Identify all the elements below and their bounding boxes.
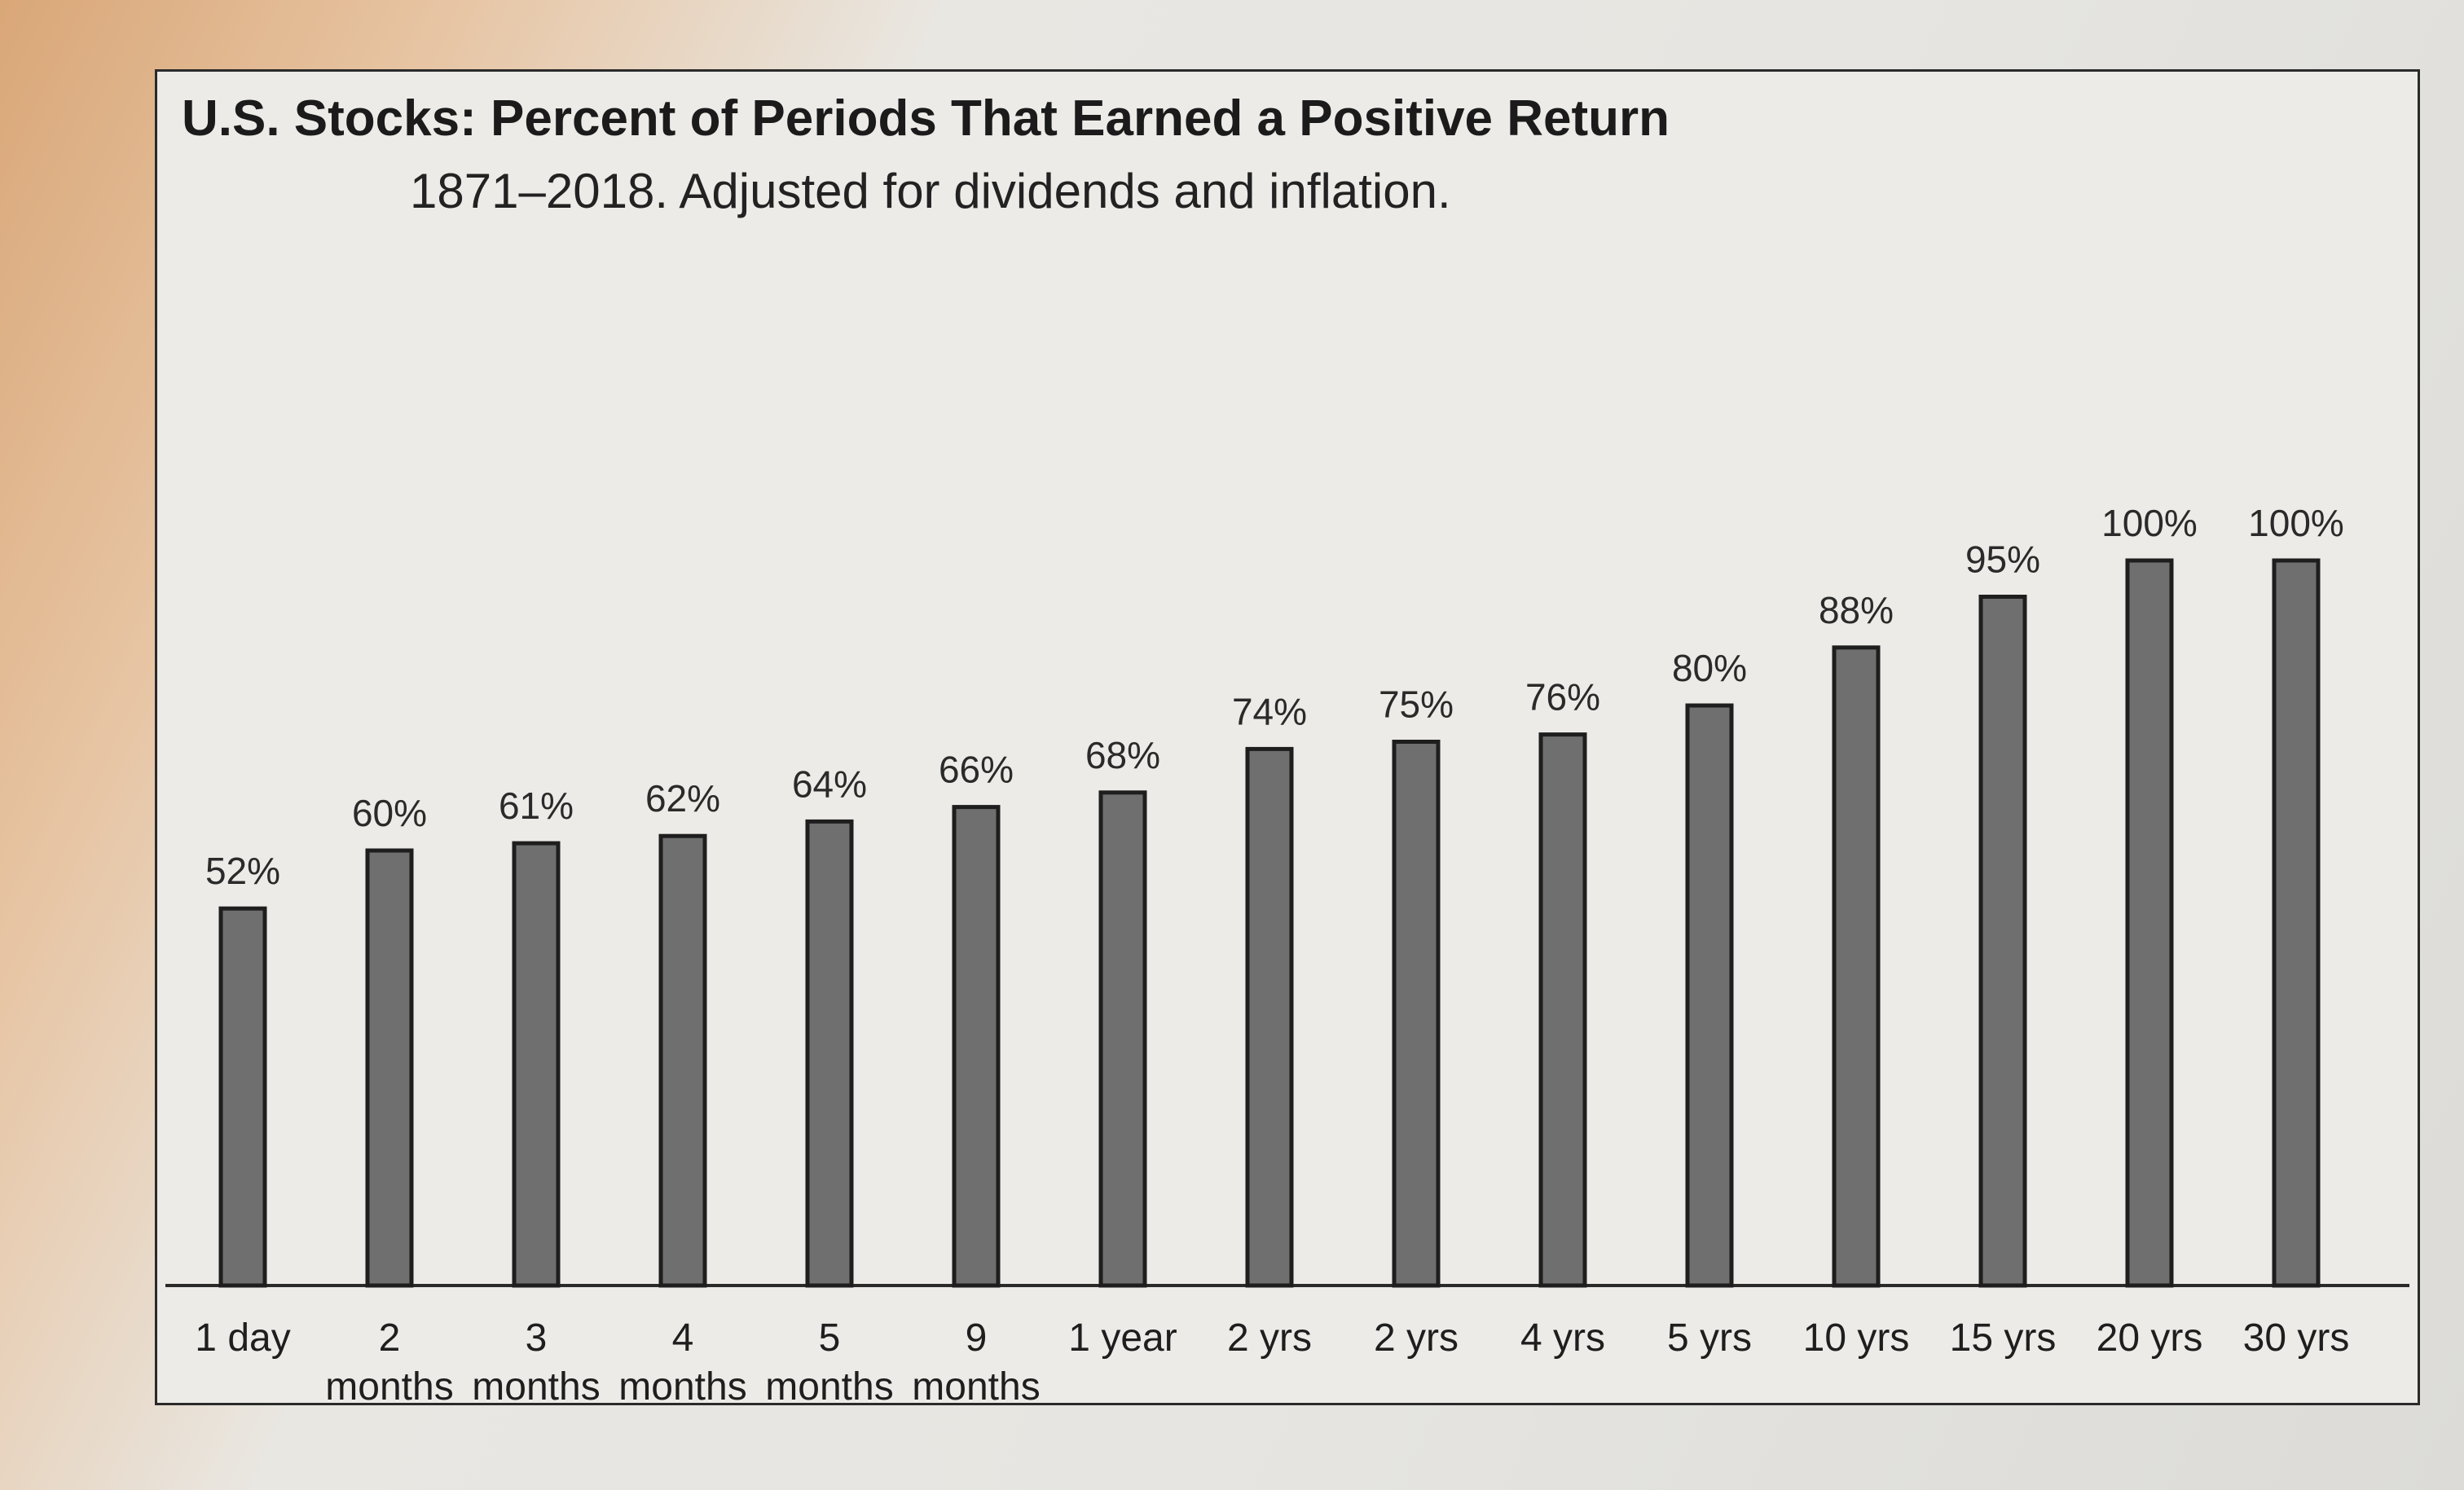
data-label-13: 100% [2101, 502, 2198, 544]
data-label-2: 61% [499, 785, 574, 827]
tick-label-2-line2: months [472, 1365, 600, 1403]
bar-14 [2272, 558, 2321, 1288]
tick-label-9: 4 yrs [1520, 1316, 1605, 1360]
bar-13 [2125, 558, 2174, 1288]
bar-12 [1978, 595, 2027, 1288]
tick-label-1-line2: months [325, 1365, 453, 1403]
data-label-3: 62% [645, 777, 720, 820]
tick-label-0: 1 day [195, 1316, 290, 1360]
data-label-1: 60% [352, 792, 427, 834]
tick-label-4: 5 [819, 1316, 841, 1360]
tick-label-11: 10 yrs [1803, 1316, 1910, 1360]
bar-10 [1685, 703, 1734, 1288]
tick-label-3-line2: months [618, 1365, 746, 1403]
bar-2 [512, 841, 561, 1288]
data-label-0: 52% [205, 850, 280, 892]
tick-label-12: 15 yrs [1950, 1316, 2057, 1360]
chart-subtitle: 1871–2018. Adjusted for dividends and in… [410, 164, 1451, 218]
bar-chart: 52% 60% 61% 62% 64% 66% 68% 74% 75% 76% 80% 88% 95% 1… [165, 502, 2409, 1403]
tick-label-5: 9 [966, 1316, 988, 1360]
data-label-6: 68% [1085, 734, 1160, 776]
chart-frame: U.S. Stocks: Percent of Periods That Ear… [155, 69, 2420, 1405]
tick-labels-layer: 1 day 2 months 3 months 4 months 5 months 9 months… [195, 1316, 2349, 1403]
bar-0 [218, 906, 267, 1288]
tick-label-8: 2 yrs [1374, 1316, 1459, 1360]
data-label-9: 76% [1525, 676, 1600, 719]
bar-11 [1832, 645, 1881, 1288]
data-label-5: 66% [939, 749, 1014, 791]
tick-label-14: 30 yrs [2243, 1316, 2350, 1360]
bar-9 [1538, 732, 1587, 1288]
tick-label-10: 5 yrs [1667, 1316, 1752, 1360]
bar-3 [658, 833, 707, 1288]
data-labels-layer: 52% 60% 61% 62% 64% 66% 68% 74% 75% 76% 80% 88% 95% 1… [205, 502, 2344, 892]
tick-label-1: 2 [379, 1316, 401, 1360]
tick-label-2: 3 [526, 1316, 548, 1360]
tick-label-4-line2: months [765, 1365, 893, 1403]
data-label-12: 95% [1965, 538, 2040, 581]
bar-8 [1392, 740, 1441, 1288]
tick-label-6: 1 year [1068, 1316, 1177, 1360]
data-label-11: 88% [1819, 589, 1894, 631]
bar-6 [1098, 790, 1147, 1288]
tick-label-3: 4 [672, 1316, 694, 1360]
data-label-8: 75% [1379, 683, 1454, 726]
bar-5 [952, 805, 1001, 1288]
bar-1 [365, 848, 414, 1288]
bar-4 [805, 819, 854, 1288]
bar-7 [1245, 746, 1294, 1288]
data-label-10: 80% [1672, 647, 1747, 689]
tick-label-13: 20 yrs [2097, 1316, 2203, 1360]
chart-title: U.S. Stocks: Percent of Periods That Ear… [182, 90, 1670, 147]
bars-layer [218, 558, 2321, 1288]
data-label-4: 64% [792, 763, 867, 805]
data-label-14: 100% [2248, 502, 2344, 544]
tick-label-7: 2 yrs [1227, 1316, 1312, 1360]
data-label-7: 74% [1232, 690, 1307, 732]
tick-label-5-line2: months [912, 1365, 1040, 1403]
